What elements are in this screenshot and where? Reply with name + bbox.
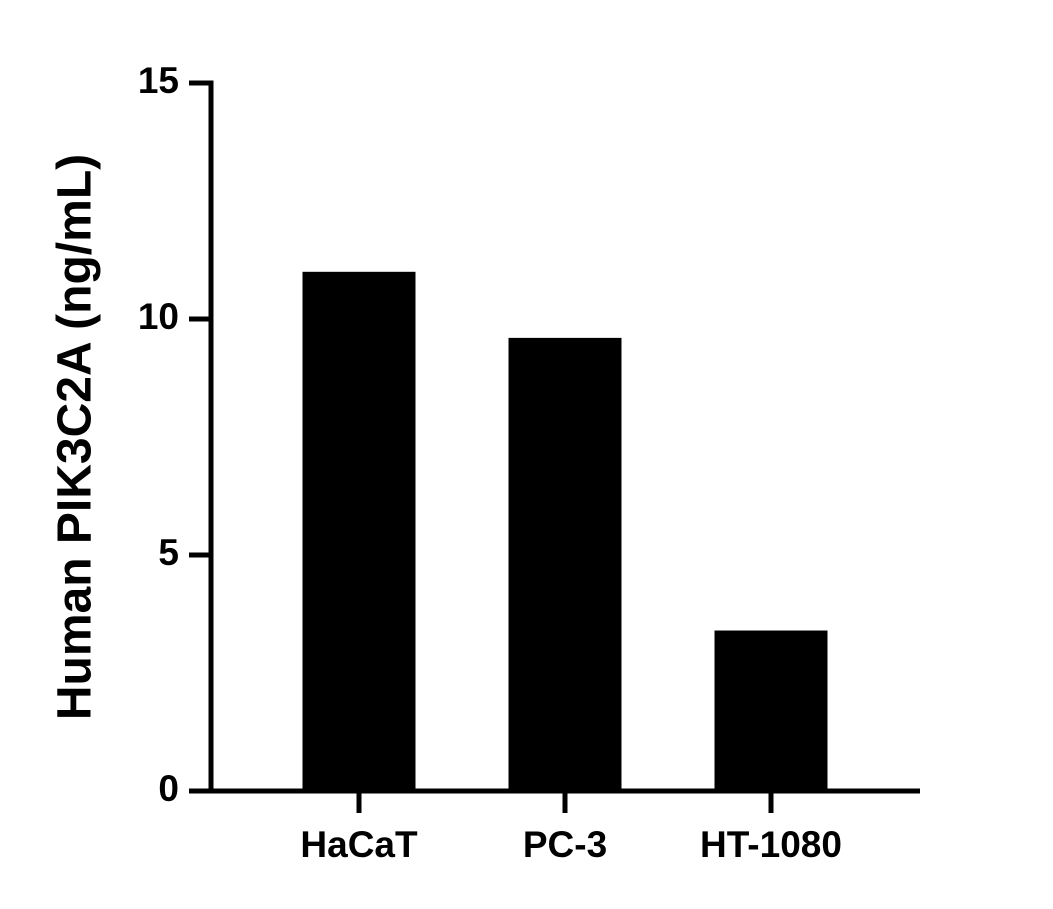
bar (302, 271, 416, 791)
bar (508, 337, 622, 791)
x-tick-label: HaCaT (300, 824, 418, 865)
bar (714, 630, 828, 791)
y-tick-label: 10 (138, 296, 179, 337)
y-tick-label: 15 (138, 60, 179, 101)
y-tick-label: 0 (158, 768, 179, 809)
y-axis-title: Human PIK3C2A (ng/mL) (49, 154, 102, 720)
y-tick-label: 5 (158, 532, 179, 573)
x-tick-label: PC-3 (523, 824, 607, 865)
x-tick-label: HT-1080 (700, 824, 842, 865)
